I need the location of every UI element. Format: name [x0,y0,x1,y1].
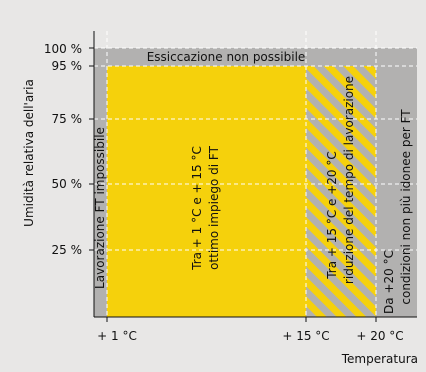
x-tick-label-20c: + 20 °C [356,329,403,343]
unsuitable-zone-label-line1: Da +20 °C [382,250,396,314]
y-tick-label-95: 95 % [52,59,83,73]
y-tick-label-50: 50 % [52,177,83,191]
y-tick-label-100: 100 % [44,42,82,56]
x-tick-label-1c: + 1 °C [97,329,137,343]
top-band-label: Essiccazione non possibile [147,50,306,64]
reduced-zone-label-line1: Tra + 15 °C e +20 °C [325,151,339,280]
reduced-zone-label-line2: riduzione del tempo di lavorazione [342,76,356,284]
y-tick-label-25: 25 % [52,243,83,257]
x-axis-title: Temperatura [341,352,418,366]
optimal-zone-label-line2: ottimo impiego di FT [207,145,221,270]
zone-reduced-time [306,66,376,317]
left-band-label: Lavorazione FT impossibile [93,127,107,289]
x-tick-label-15c: + 15 °C [282,329,329,343]
optimal-zone-label-line1: Tra + 1 °C e + 15 °C [190,146,204,271]
y-tick-label-75: 75 % [52,112,83,126]
y-axis-title: Umidità relativa dell'aria [22,79,36,227]
unsuitable-zone-label-line2: condizioni non più idonee per FT [399,109,413,305]
